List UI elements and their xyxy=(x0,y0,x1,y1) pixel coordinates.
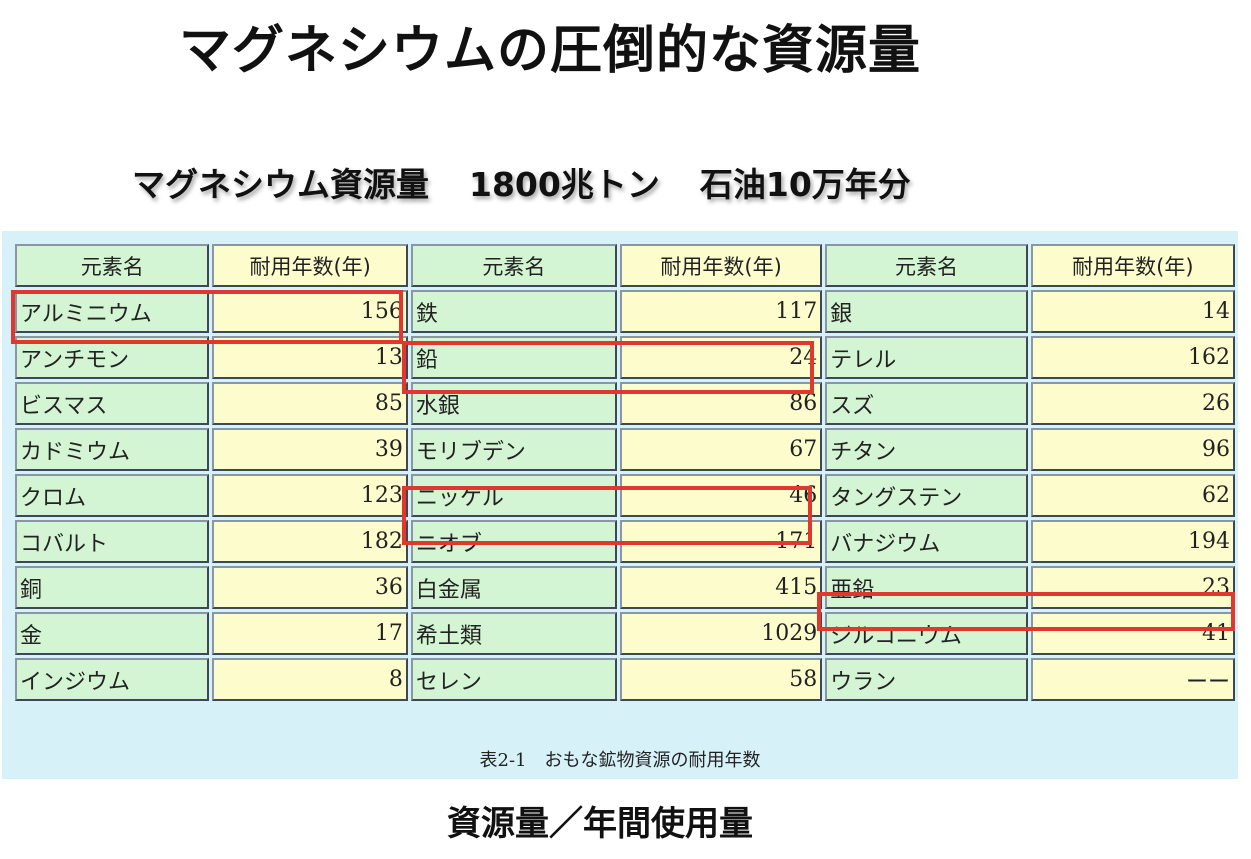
element-name-cell: 鉛 xyxy=(410,336,617,379)
page-title: マグネシウムの圧倒的な資源量 xyxy=(178,21,921,81)
element-name-cell: セレン xyxy=(410,658,617,701)
element-name-cell: ビスマス xyxy=(15,382,210,425)
table-row: クロム 123 ニッケル 46 タングステン 62 xyxy=(15,474,1235,517)
element-name-cell: アルミニウム xyxy=(15,290,210,333)
element-name-cell: ニッケル xyxy=(410,474,617,517)
years-cell: 194 xyxy=(1030,520,1235,563)
table-row: コバルト 182 ニオブ 171 バナジウム 194 xyxy=(15,520,1235,563)
years-cell: 123 xyxy=(212,474,408,517)
header-element-name: 元素名 xyxy=(15,244,210,287)
element-name-cell: 水銀 xyxy=(410,382,617,425)
table-row: カドミウム 39 モリブデン 67 チタン 96 xyxy=(15,428,1235,471)
element-name-cell: テレル xyxy=(825,336,1028,379)
years-cell: 62 xyxy=(1030,474,1235,517)
element-name-cell: コバルト xyxy=(15,520,210,563)
years-cell: 67 xyxy=(619,428,823,471)
years-cell: 36 xyxy=(212,566,408,609)
years-cell: ーー xyxy=(1030,658,1235,701)
table-row: インジウム 8 セレン 58 ウラン ーー xyxy=(15,658,1235,701)
table-caption: 表2-1 おもな鉱物資源の耐用年数 xyxy=(479,750,761,771)
header-element-name: 元素名 xyxy=(410,244,617,287)
header-element-name: 元素名 xyxy=(825,244,1028,287)
table-body: アルミニウム 156 鉄 117 銀 14 アンチモン 13 鉛 24 テレル 162 ビスマス 85 水銀… xyxy=(15,290,1235,701)
table-panel: 元素名 耐用年数(年) 元素名 耐用年数(年) 元素名 耐用年数(年) アルミニ… xyxy=(2,231,1238,779)
element-name-cell: カドミウム xyxy=(15,428,210,471)
element-name-cell: モリブデン xyxy=(410,428,617,471)
resource-amount: 1800兆トン xyxy=(469,165,660,204)
element-name-cell: インジウム xyxy=(15,658,210,701)
table-row: アンチモン 13 鉛 24 テレル 162 xyxy=(15,336,1235,379)
table-row: 銅 36 白金属 415 亜鉛 23 xyxy=(15,566,1235,609)
years-cell: 17 xyxy=(212,612,408,655)
years-cell: 162 xyxy=(1030,336,1235,379)
element-name-cell: ニオブ xyxy=(410,520,617,563)
element-name-cell: スズ xyxy=(825,382,1028,425)
years-cell: 415 xyxy=(619,566,823,609)
element-name-cell: 金 xyxy=(15,612,210,655)
years-cell: 24 xyxy=(619,336,823,379)
table-row: 金 17 希土類 1029 ジルコニウム 41 xyxy=(15,612,1235,655)
header-years: 耐用年数(年) xyxy=(212,244,408,287)
years-cell: 14 xyxy=(1030,290,1235,333)
resource-label: マグネシウム資源量 xyxy=(132,165,429,204)
header-years: 耐用年数(年) xyxy=(619,244,823,287)
years-cell: 182 xyxy=(212,520,408,563)
element-name-cell: 亜鉛 xyxy=(825,566,1028,609)
element-name-cell: タングステン xyxy=(825,474,1028,517)
table-header-row: 元素名 耐用年数(年) 元素名 耐用年数(年) 元素名 耐用年数(年) xyxy=(15,244,1235,287)
years-cell: 85 xyxy=(212,382,408,425)
years-cell: 13 xyxy=(212,336,408,379)
element-name-cell: チタン xyxy=(825,428,1028,471)
years-cell: 39 xyxy=(212,428,408,471)
years-cell: 46 xyxy=(619,474,823,517)
oil-equivalent: 石油10万年分 xyxy=(699,165,911,204)
element-name-cell: クロム xyxy=(15,474,210,517)
header-years: 耐用年数(年) xyxy=(1030,244,1235,287)
element-name-cell: アンチモン xyxy=(15,336,210,379)
element-name-cell: 希土類 xyxy=(410,612,617,655)
years-cell: 117 xyxy=(619,290,823,333)
element-name-cell: 銅 xyxy=(15,566,210,609)
subtitle: マグネシウム資源量 1800兆トン 石油10万年分 xyxy=(132,158,911,206)
years-cell: 156 xyxy=(212,290,408,333)
years-cell: 41 xyxy=(1030,612,1235,655)
element-name-cell: 白金属 xyxy=(410,566,617,609)
years-cell: 58 xyxy=(619,658,823,701)
years-cell: 86 xyxy=(619,382,823,425)
element-name-cell: ジルコニウム xyxy=(825,612,1028,655)
years-cell: 171 xyxy=(619,520,823,563)
table-row: ビスマス 85 水銀 86 スズ 26 xyxy=(15,382,1235,425)
years-cell: 23 xyxy=(1030,566,1235,609)
element-name-cell: ウラン xyxy=(825,658,1028,701)
element-name-cell: バナジウム xyxy=(825,520,1028,563)
years-cell: 96 xyxy=(1030,428,1235,471)
table-row: アルミニウム 156 鉄 117 銀 14 xyxy=(15,290,1235,333)
years-cell: 26 xyxy=(1030,382,1235,425)
footer-label: 資源量／年間使用量 xyxy=(447,804,753,844)
element-name-cell: 鉄 xyxy=(410,290,617,333)
years-cell: 1029 xyxy=(619,612,823,655)
years-cell: 8 xyxy=(212,658,408,701)
mineral-lifetime-table: 元素名 耐用年数(年) 元素名 耐用年数(年) 元素名 耐用年数(年) アルミニ… xyxy=(12,241,1238,704)
element-name-cell: 銀 xyxy=(825,290,1028,333)
